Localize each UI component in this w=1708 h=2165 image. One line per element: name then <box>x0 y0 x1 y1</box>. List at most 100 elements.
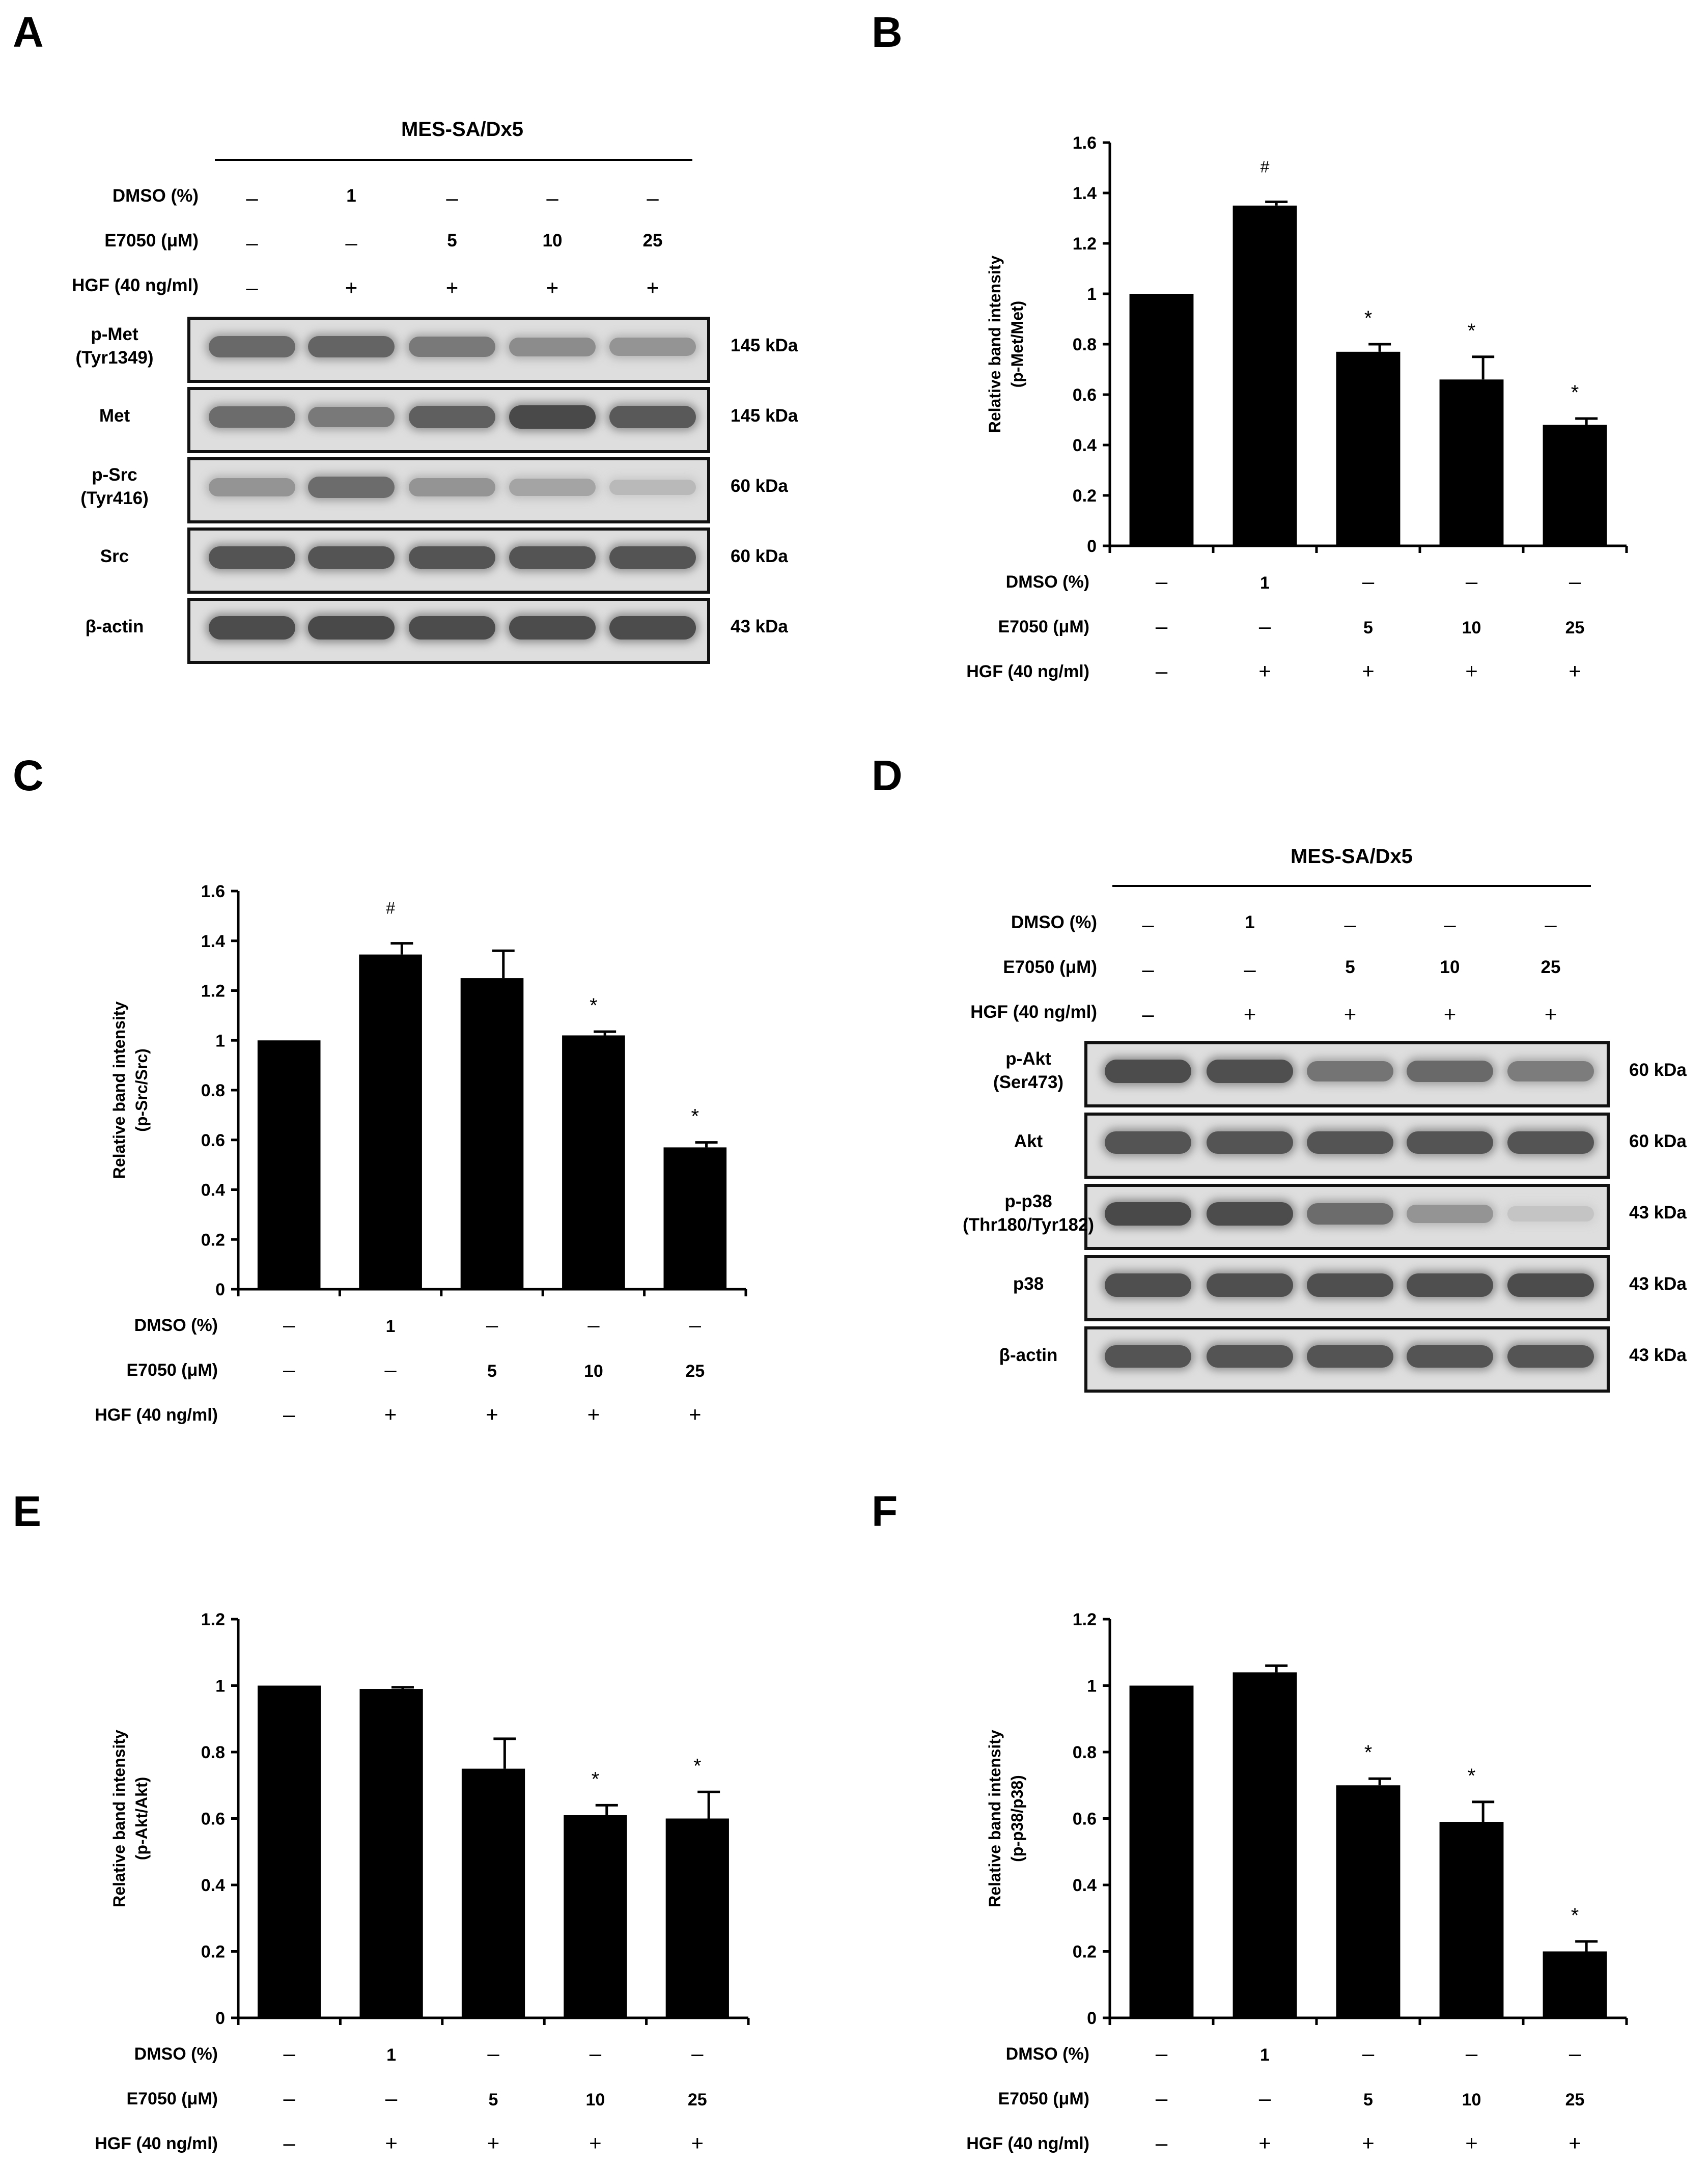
treatment-value: + <box>1362 2131 1375 2155</box>
treatment-value: – <box>1156 2041 1168 2065</box>
y-tick-label: 0.8 <box>1073 1743 1097 1762</box>
treatment-value: + <box>1443 1002 1457 1026</box>
y-tick-label: 0.8 <box>1073 335 1097 354</box>
treatment-value: + <box>1343 1002 1357 1026</box>
treatment-value: + <box>385 2131 398 2155</box>
y-tick-label: 1.2 <box>201 982 225 1001</box>
blot-band <box>1407 1131 1493 1154</box>
cell-line-label: MES-SA/Dx5 <box>1290 845 1413 868</box>
y-tick-label: 1.6 <box>1073 133 1097 153</box>
blot-strip <box>187 528 710 594</box>
y-tick-label: 0.4 <box>201 1181 225 1200</box>
bar <box>1336 1785 1401 2018</box>
blot-strip <box>187 598 710 664</box>
treatment-value: 1 <box>1260 573 1270 593</box>
treatment-value: + <box>1569 2131 1581 2155</box>
protein-label: Src <box>100 546 129 566</box>
treatment-value: 25 <box>688 2090 707 2110</box>
y-tick-label: 0 <box>215 1280 225 1299</box>
y-tick-label: 1.2 <box>201 1610 225 1629</box>
treatment-value: – <box>590 2041 602 2065</box>
molecular-weight-label: 43 kDa <box>1629 1203 1687 1223</box>
blot-band <box>308 477 395 498</box>
bar <box>1129 294 1194 546</box>
treatment-value: – <box>283 1313 295 1337</box>
treatment-value: 25 <box>642 231 663 251</box>
treatment-value: 5 <box>489 2090 498 2110</box>
treatment-label: HGF (40 ng/ml) <box>95 2134 218 2153</box>
molecular-weight-label: 43 kDa <box>1629 1274 1687 1294</box>
treatment-label: E7050 (μM) <box>1003 957 1097 977</box>
treatment-value: – <box>384 1357 397 1381</box>
blot-band <box>1307 1345 1393 1368</box>
treatment-value: – <box>1259 614 1271 638</box>
blot-strip <box>1084 1255 1610 1321</box>
treatment-label: HGF (40 ng/ml) <box>966 2134 1089 2153</box>
molecular-weight-label: 60 kDa <box>1629 1131 1687 1151</box>
treatment-value: – <box>284 2131 296 2155</box>
blot-band <box>409 406 495 428</box>
blot-band <box>1207 1273 1293 1297</box>
protein-label: β-actin <box>999 1345 1058 1365</box>
blot-band <box>1307 1203 1393 1225</box>
y-tick-label: 0.8 <box>201 1081 225 1100</box>
treatment-value: – <box>1362 2041 1375 2065</box>
treatment-value: + <box>1362 659 1375 683</box>
blot-strip <box>1084 1041 1610 1107</box>
protein-label: p38 <box>1013 1274 1044 1294</box>
panel-letter-b: B <box>872 8 903 56</box>
panel-letter-d: D <box>872 752 903 799</box>
treatment-value: – <box>1142 912 1154 936</box>
panel-letter-e: E <box>13 1487 42 1535</box>
significance-mark: # <box>1261 157 1270 176</box>
y-axis-label: Relative band intensity (p-Src/Src) <box>110 1002 151 1179</box>
bar <box>663 1147 727 1289</box>
cell-line-underline <box>215 159 692 161</box>
treatment-value: + <box>1243 1002 1256 1026</box>
y-axis-label-line: (p-p38/p38) <box>1008 1775 1026 1862</box>
blot-band <box>1105 1060 1191 1083</box>
treatment-value: + <box>546 275 559 299</box>
treatment-value: – <box>1344 912 1356 936</box>
treatment-value: + <box>1258 2131 1271 2155</box>
protein-label: p-p38 <box>1004 1191 1052 1211</box>
blot-band <box>1207 1202 1293 1226</box>
bar <box>665 1818 729 2018</box>
y-tick-label: 1.2 <box>1073 1610 1097 1629</box>
bar <box>359 1689 423 2018</box>
y-axis-label-line: (p-Met/Met) <box>1008 301 1026 388</box>
blot-strip <box>1084 1184 1610 1250</box>
treatment-label: HGF (40 ng/ml) <box>72 275 199 295</box>
y-axis-label: Relative band intensity (p-Akt/Akt) <box>110 1730 151 1907</box>
blot-band <box>1507 1131 1594 1154</box>
treatment-label: HGF (40 ng/ml) <box>95 1405 218 1425</box>
blot-band <box>1207 1131 1293 1154</box>
treatment-value: 10 <box>584 1362 603 1381</box>
protein-label: p-Akt <box>1005 1049 1051 1069</box>
y-tick-label: 0.2 <box>1073 1942 1097 1962</box>
treatment-label: DMSO (%) <box>1011 912 1097 932</box>
treatment-value: + <box>1465 2131 1478 2155</box>
treatment-value: + <box>689 1402 702 1426</box>
treatment-value: 1 <box>386 1317 396 1336</box>
cell-line-underline <box>1112 885 1591 887</box>
y-tick-label: 0.8 <box>201 1743 225 1762</box>
blot-band <box>1307 1061 1393 1082</box>
blot-band <box>609 546 696 569</box>
treatment-label: E7050 (μM) <box>998 617 1089 636</box>
bar <box>1439 1822 1504 2018</box>
treatment-value: – <box>1466 569 1478 593</box>
blot-band <box>1507 1061 1594 1081</box>
y-tick-label: 0.2 <box>201 1942 225 1962</box>
protein-label: p-Met <box>91 324 138 344</box>
treatment-value: 5 <box>487 1362 497 1381</box>
y-tick-label: 0.6 <box>1073 385 1097 405</box>
y-tick-label: 0 <box>1087 2009 1097 2028</box>
treatment-value: 1 <box>346 186 356 206</box>
treatment-value: – <box>546 186 558 210</box>
y-axis-label-line: Relative band intensity <box>986 256 1004 433</box>
blot-band <box>308 336 395 358</box>
treatment-value: 5 <box>1345 957 1355 977</box>
y-tick-label: 0.4 <box>201 1876 225 1895</box>
